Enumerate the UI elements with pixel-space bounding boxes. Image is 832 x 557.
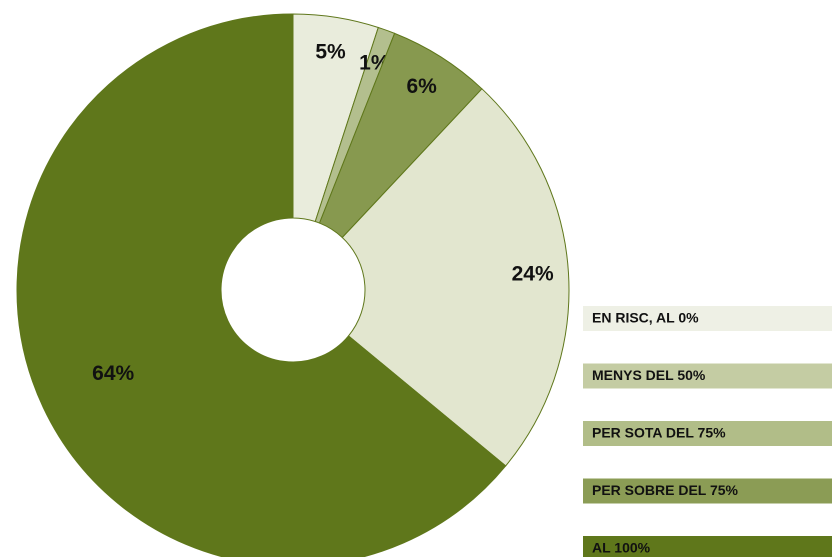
legend-label: EN RISC, AL 0%	[592, 310, 699, 326]
legend-label: PER SOBRE DEL 75%	[592, 482, 739, 498]
legend-label: AL 100%	[592, 540, 651, 556]
legend-swatch	[583, 421, 832, 446]
legend-swatch	[583, 536, 832, 557]
slice	[16, 13, 507, 557]
slice-label: 6%	[406, 75, 437, 98]
legend-swatch	[583, 363, 832, 389]
legend-swatch	[583, 306, 832, 331]
slice-label: 5%	[315, 40, 346, 63]
legend-label: MENYS DEL 50%	[592, 367, 706, 383]
slice-label: 24%	[512, 262, 554, 285]
legend-label: PER SOTA DEL 75%	[592, 425, 726, 441]
legend-swatch	[583, 478, 832, 504]
slice	[341, 88, 570, 467]
slice-label: 64%	[92, 362, 134, 385]
